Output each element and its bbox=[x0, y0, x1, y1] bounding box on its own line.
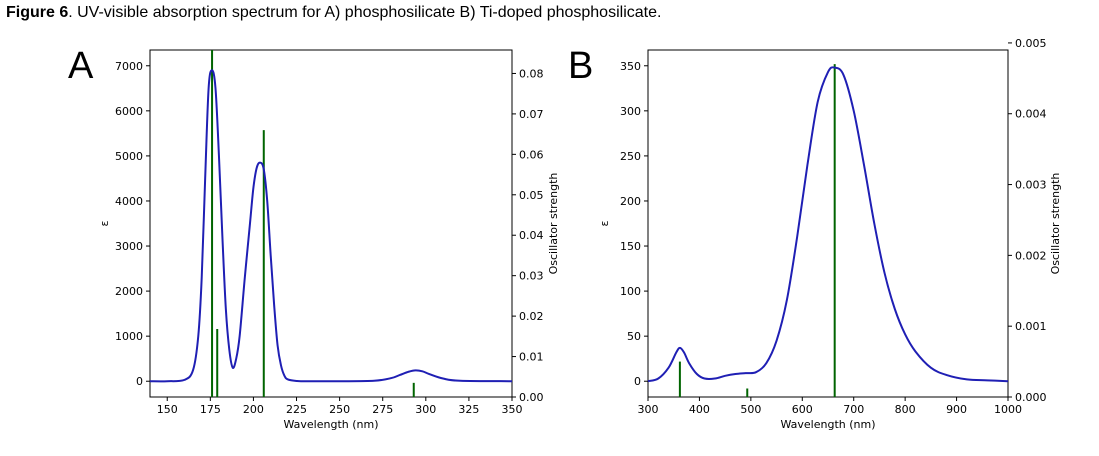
figure-label: Figure 6 bbox=[6, 4, 69, 21]
x-tick-label: 900 bbox=[946, 403, 967, 416]
panel-label: B bbox=[568, 45, 593, 87]
y2-tick-label: 0.005 bbox=[1015, 37, 1047, 50]
x-tick-label: 300 bbox=[638, 403, 659, 416]
chart-a: A 150 175 200 225 250 275 300 325 350 0 1000 2000 300… bbox=[68, 45, 560, 431]
y-axis-label: ε bbox=[98, 220, 111, 226]
y-tick-label: 1000 bbox=[115, 330, 143, 343]
y2-tick-label: 0.001 bbox=[1015, 320, 1047, 333]
y-axis-label: ε bbox=[598, 220, 611, 226]
x-tick-label: 200 bbox=[243, 403, 264, 416]
y-tick-label: 150 bbox=[620, 240, 641, 253]
chart-b: B 300 400 500 600 700 800 900 1000 0 50 100 150 200 25… bbox=[568, 37, 1062, 431]
panel-label: A bbox=[68, 45, 94, 87]
x-tick-label: 275 bbox=[372, 403, 393, 416]
y2-tick-label: 0.07 bbox=[519, 108, 544, 121]
y-tick-label: 0 bbox=[136, 375, 143, 388]
y2-axis-label: Oscillator strength bbox=[1049, 173, 1062, 275]
y2-tick-label: 0.004 bbox=[1015, 108, 1047, 121]
x-tick-label: 700 bbox=[843, 403, 864, 416]
y2-tick-label: 0.02 bbox=[519, 310, 544, 323]
y-tick-label: 3000 bbox=[115, 240, 143, 253]
y-tick-label: 7000 bbox=[115, 60, 143, 73]
y2-tick-label: 0.01 bbox=[519, 351, 544, 364]
x-tick-label: 300 bbox=[415, 403, 436, 416]
y-tick-label: 0 bbox=[634, 375, 641, 388]
y2-tick-label: 0.06 bbox=[519, 148, 544, 161]
y-tick-label: 300 bbox=[620, 105, 641, 118]
y2-tick-label: 0.03 bbox=[519, 270, 544, 283]
x-tick-label: 225 bbox=[286, 403, 307, 416]
y2-tick-label: 0.000 bbox=[1015, 391, 1047, 404]
x-tick-label: 350 bbox=[502, 403, 523, 416]
x-tick-label: 1000 bbox=[994, 403, 1022, 416]
y2-tick-label: 0.002 bbox=[1015, 249, 1047, 262]
caption-text: . UV-visible absorption spectrum for A) … bbox=[68, 4, 662, 21]
x-tick-label: 150 bbox=[157, 403, 178, 416]
y-tick-label: 350 bbox=[620, 60, 641, 73]
x-tick-label: 175 bbox=[200, 403, 221, 416]
y-tick-label: 100 bbox=[620, 285, 641, 298]
x-tick-label: 500 bbox=[740, 403, 761, 416]
y2-tick-label: 0.00 bbox=[519, 391, 544, 404]
spectrum-line bbox=[149, 69, 513, 383]
y-tick-label: 2000 bbox=[115, 285, 143, 298]
y2-tick-label: 0.04 bbox=[519, 229, 544, 242]
x-axis-label: Wavelength (nm) bbox=[283, 418, 378, 431]
x-axis-label: Wavelength (nm) bbox=[780, 418, 875, 431]
y2-tick-label: 0.08 bbox=[519, 67, 544, 80]
x-tick-label: 250 bbox=[329, 403, 350, 416]
x-tick-label: 325 bbox=[458, 403, 479, 416]
y-tick-label: 200 bbox=[620, 195, 641, 208]
y2-tick-label: 0.003 bbox=[1015, 179, 1047, 192]
plot-frame bbox=[149, 49, 513, 398]
y2-tick-label: 0.05 bbox=[519, 189, 544, 202]
x-tick-label: 800 bbox=[895, 403, 916, 416]
y-tick-label: 6000 bbox=[115, 105, 143, 118]
y-tick-label: 50 bbox=[627, 330, 641, 343]
y-tick-label: 4000 bbox=[115, 195, 143, 208]
y-tick-label: 5000 bbox=[115, 150, 143, 163]
y-tick-label: 250 bbox=[620, 150, 641, 163]
figure-caption: Figure 6. UV-visible absorption spectrum… bbox=[6, 4, 661, 22]
y2-axis-label: Oscillator strength bbox=[547, 173, 560, 275]
x-tick-label: 400 bbox=[689, 403, 710, 416]
x-tick-label: 600 bbox=[792, 403, 813, 416]
spectrum-line bbox=[647, 66, 1009, 383]
plot-frame bbox=[647, 49, 1009, 398]
